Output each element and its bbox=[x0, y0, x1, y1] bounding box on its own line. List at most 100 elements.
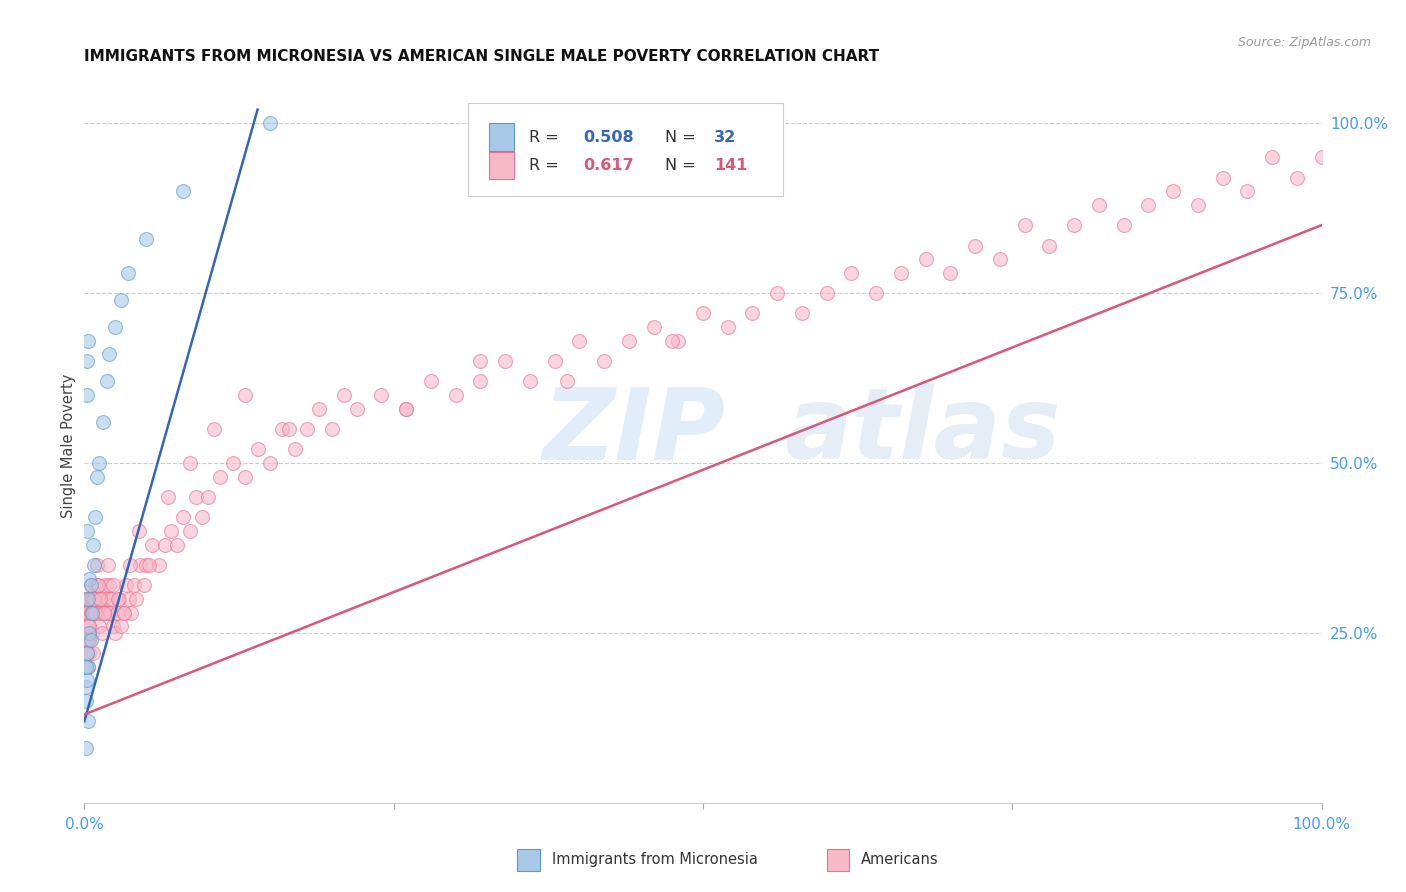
Point bbox=[246, 442, 269, 457]
Point bbox=[82, 606, 104, 620]
Point bbox=[1014, 218, 1036, 232]
Point bbox=[184, 490, 207, 504]
Point bbox=[80, 626, 103, 640]
Point bbox=[1038, 238, 1060, 252]
FancyBboxPatch shape bbox=[468, 103, 783, 196]
Point bbox=[80, 591, 103, 606]
Point bbox=[100, 591, 122, 606]
Point bbox=[76, 388, 98, 402]
Point bbox=[741, 306, 763, 320]
Point bbox=[79, 619, 101, 633]
Point bbox=[138, 558, 160, 572]
Text: R =: R = bbox=[529, 158, 558, 173]
Point bbox=[83, 558, 105, 572]
Point bbox=[129, 558, 152, 572]
Point bbox=[1187, 198, 1209, 212]
Point bbox=[104, 626, 127, 640]
Point bbox=[77, 606, 100, 620]
Point bbox=[75, 606, 97, 620]
Point bbox=[76, 632, 98, 647]
Point bbox=[112, 606, 135, 620]
Point bbox=[179, 524, 201, 538]
Point bbox=[939, 266, 962, 280]
Point bbox=[543, 354, 565, 368]
FancyBboxPatch shape bbox=[489, 123, 513, 151]
FancyBboxPatch shape bbox=[517, 849, 540, 871]
Point bbox=[75, 626, 97, 640]
Point bbox=[865, 286, 887, 301]
Point bbox=[1088, 198, 1111, 212]
Point bbox=[77, 632, 100, 647]
Point bbox=[766, 286, 789, 301]
Point bbox=[98, 347, 121, 361]
Point bbox=[76, 606, 98, 620]
Point bbox=[1137, 198, 1160, 212]
Point bbox=[76, 646, 98, 660]
Point bbox=[132, 578, 155, 592]
Point bbox=[1285, 170, 1308, 185]
Point bbox=[395, 401, 418, 416]
Point bbox=[321, 422, 343, 436]
Point bbox=[82, 646, 104, 660]
Point bbox=[617, 334, 640, 348]
Point bbox=[166, 537, 188, 551]
Point bbox=[308, 401, 330, 416]
Point bbox=[79, 578, 101, 592]
Point bbox=[120, 606, 142, 620]
Point bbox=[80, 606, 103, 620]
Text: N =: N = bbox=[665, 129, 696, 145]
Point bbox=[84, 510, 107, 524]
Point bbox=[90, 626, 112, 640]
Point bbox=[148, 558, 170, 572]
Point bbox=[75, 660, 97, 674]
Point bbox=[77, 660, 100, 674]
Point bbox=[470, 375, 492, 389]
FancyBboxPatch shape bbox=[489, 152, 513, 179]
Point bbox=[79, 578, 101, 592]
Point bbox=[104, 320, 127, 334]
Point bbox=[115, 578, 138, 592]
Point bbox=[965, 238, 987, 252]
Point bbox=[84, 606, 107, 620]
Point bbox=[89, 591, 111, 606]
Point bbox=[98, 606, 121, 620]
Point bbox=[79, 619, 101, 633]
Point bbox=[77, 626, 100, 640]
Point bbox=[110, 619, 132, 633]
Point bbox=[86, 591, 108, 606]
Point bbox=[77, 660, 100, 674]
Point bbox=[202, 422, 225, 436]
Point bbox=[79, 572, 101, 586]
Point bbox=[98, 578, 121, 592]
Point bbox=[233, 469, 256, 483]
Point bbox=[172, 510, 194, 524]
Point bbox=[91, 591, 114, 606]
Point bbox=[661, 334, 683, 348]
Text: N =: N = bbox=[665, 158, 696, 173]
Point bbox=[82, 606, 104, 620]
Text: R =: R = bbox=[529, 129, 558, 145]
Point bbox=[277, 422, 299, 436]
Point bbox=[97, 558, 120, 572]
Point bbox=[75, 680, 97, 694]
Point bbox=[89, 591, 111, 606]
Point bbox=[271, 422, 294, 436]
Point bbox=[157, 490, 180, 504]
Point bbox=[1261, 150, 1284, 164]
Point bbox=[1112, 218, 1135, 232]
Point bbox=[841, 266, 863, 280]
Text: IMMIGRANTS FROM MICRONESIA VS AMERICAN SINGLE MALE POVERTY CORRELATION CHART: IMMIGRANTS FROM MICRONESIA VS AMERICAN S… bbox=[84, 49, 880, 64]
Point bbox=[259, 456, 281, 470]
Point bbox=[94, 578, 117, 592]
Point bbox=[75, 591, 97, 606]
Point bbox=[519, 375, 541, 389]
Point bbox=[419, 375, 441, 389]
Point bbox=[494, 354, 516, 368]
Point bbox=[135, 558, 157, 572]
Point bbox=[191, 510, 214, 524]
Point bbox=[284, 442, 307, 457]
Point bbox=[96, 606, 118, 620]
Point bbox=[77, 591, 100, 606]
Point bbox=[93, 606, 115, 620]
Point bbox=[197, 490, 219, 504]
